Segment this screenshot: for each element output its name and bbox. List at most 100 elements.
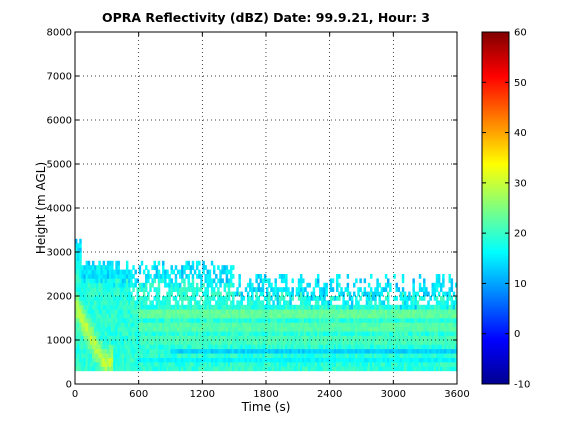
reflectivity-cell bbox=[125, 309, 129, 314]
reflectivity-cell bbox=[157, 274, 161, 279]
reflectivity-cell bbox=[234, 362, 237, 367]
reflectivity-cell bbox=[187, 300, 190, 306]
reflectivity-cell bbox=[282, 296, 286, 301]
reflectivity-cell bbox=[257, 296, 260, 301]
reflectivity-cell bbox=[208, 309, 212, 314]
reflectivity-cell bbox=[295, 362, 299, 367]
reflectivity-cell bbox=[166, 282, 169, 288]
reflectivity-cell bbox=[435, 366, 439, 372]
reflectivity-cell bbox=[210, 304, 214, 310]
reflectivity-cell bbox=[236, 348, 239, 354]
reflectivity-cell bbox=[367, 335, 371, 341]
reflectivity-cell bbox=[174, 304, 178, 310]
reflectivity-cell bbox=[130, 366, 133, 372]
reflectivity-cell bbox=[181, 300, 184, 306]
reflectivity-cell bbox=[170, 353, 173, 358]
reflectivity-cell bbox=[106, 274, 110, 279]
reflectivity-cell bbox=[195, 348, 199, 354]
reflectivity-cell bbox=[206, 366, 210, 372]
reflectivity-cell bbox=[389, 282, 392, 288]
reflectivity-cell bbox=[130, 296, 133, 301]
reflectivity-cell bbox=[244, 322, 248, 328]
reflectivity-cell bbox=[435, 322, 439, 328]
reflectivity-cell bbox=[302, 287, 305, 292]
reflectivity-cell bbox=[123, 340, 127, 345]
reflectivity-cell bbox=[365, 362, 369, 367]
reflectivity-cell bbox=[454, 309, 457, 314]
reflectivity-cell bbox=[382, 300, 386, 306]
reflectivity-cell bbox=[128, 300, 131, 306]
reflectivity-cell bbox=[125, 304, 129, 310]
reflectivity-cell bbox=[178, 353, 182, 358]
reflectivity-cell bbox=[206, 340, 210, 345]
reflectivity-cell bbox=[270, 304, 273, 310]
reflectivity-cell bbox=[210, 313, 214, 319]
reflectivity-cell bbox=[198, 366, 201, 372]
reflectivity-cell bbox=[382, 362, 386, 367]
reflectivity-cell bbox=[433, 287, 437, 292]
reflectivity-cell bbox=[187, 304, 190, 310]
reflectivity-cell bbox=[314, 357, 318, 363]
reflectivity-cell bbox=[314, 282, 318, 288]
reflectivity-cell bbox=[83, 335, 86, 341]
reflectivity-cell bbox=[202, 318, 205, 323]
reflectivity-cell bbox=[159, 309, 163, 314]
reflectivity-cell bbox=[299, 287, 303, 292]
reflectivity-cell bbox=[399, 340, 403, 345]
reflectivity-cell bbox=[100, 278, 103, 284]
reflectivity-cell bbox=[357, 366, 360, 372]
reflectivity-cell bbox=[435, 340, 439, 345]
reflectivity-cell bbox=[399, 291, 403, 297]
reflectivity-cell bbox=[164, 274, 167, 279]
reflectivity-cell bbox=[249, 304, 252, 310]
reflectivity-cell bbox=[359, 335, 362, 341]
reflectivity-cell bbox=[106, 357, 110, 363]
reflectivity-cell bbox=[215, 353, 218, 358]
reflectivity-cell bbox=[340, 322, 343, 328]
reflectivity-cell bbox=[259, 353, 263, 358]
reflectivity-cell bbox=[83, 340, 86, 345]
reflectivity-cell bbox=[140, 335, 144, 341]
reflectivity-cell bbox=[425, 335, 428, 341]
reflectivity-cell bbox=[142, 366, 146, 372]
reflectivity-cell bbox=[287, 322, 290, 328]
reflectivity-cell bbox=[217, 335, 220, 341]
reflectivity-cell bbox=[410, 309, 413, 314]
reflectivity-cell bbox=[378, 340, 381, 345]
reflectivity-cell bbox=[204, 318, 207, 323]
reflectivity-cell bbox=[423, 344, 426, 350]
reflectivity-cell bbox=[91, 366, 95, 372]
reflectivity-cell bbox=[251, 340, 254, 345]
colorbar-tick-label: 60 bbox=[514, 28, 527, 39]
reflectivity-cell bbox=[435, 348, 439, 354]
reflectivity-cell bbox=[278, 335, 282, 341]
reflectivity-cell bbox=[289, 313, 292, 319]
reflectivity-cell bbox=[299, 318, 303, 323]
reflectivity-cell bbox=[257, 331, 260, 336]
reflectivity-cell bbox=[448, 291, 451, 297]
reflectivity-cell bbox=[215, 362, 218, 367]
reflectivity-cell bbox=[108, 309, 112, 314]
reflectivity-cell bbox=[272, 318, 275, 323]
reflectivity-cell bbox=[359, 287, 362, 292]
reflectivity-cell bbox=[183, 357, 186, 363]
reflectivity-cell bbox=[238, 353, 241, 358]
reflectivity-cell bbox=[246, 340, 250, 345]
reflectivity-cell bbox=[138, 335, 142, 341]
reflectivity-cell bbox=[98, 274, 101, 279]
reflectivity-cell bbox=[123, 362, 127, 367]
reflectivity-cell bbox=[98, 340, 101, 345]
reflectivity-cell bbox=[91, 282, 95, 288]
reflectivity-cell bbox=[174, 278, 178, 284]
reflectivity-cell bbox=[189, 326, 193, 332]
reflectivity-cell bbox=[96, 331, 99, 336]
reflectivity-cell bbox=[198, 318, 201, 323]
reflectivity-cell bbox=[323, 296, 326, 301]
reflectivity-cell bbox=[270, 287, 273, 292]
x-tick-label: 600 bbox=[129, 389, 148, 400]
reflectivity-cell bbox=[75, 331, 78, 336]
reflectivity-cell bbox=[113, 322, 116, 328]
reflectivity-cell bbox=[276, 287, 280, 292]
reflectivity-cell bbox=[96, 344, 99, 350]
reflectivity-cell bbox=[183, 278, 186, 284]
